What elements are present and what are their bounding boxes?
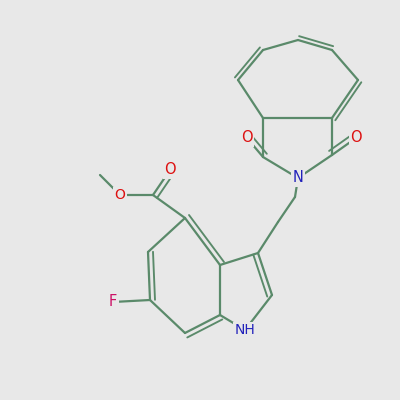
Text: O: O — [114, 188, 126, 202]
Text: O: O — [350, 130, 362, 146]
Text: O: O — [241, 130, 253, 146]
Text: F: F — [109, 294, 117, 310]
Text: O: O — [164, 162, 176, 178]
Text: NH: NH — [235, 323, 255, 337]
Text: N: N — [292, 170, 304, 186]
